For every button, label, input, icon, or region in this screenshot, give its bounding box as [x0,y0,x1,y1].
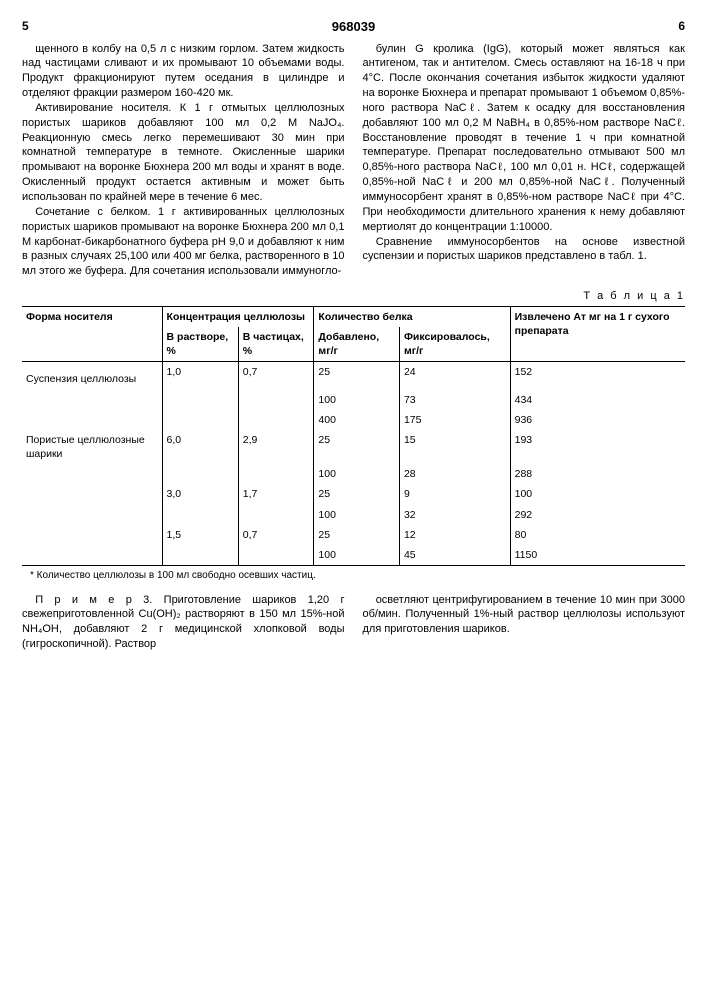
table-cell: 292 [510,505,685,525]
table-cell: 15 [399,430,510,464]
table-cell: 100 [314,545,400,566]
main-text-columns: щенного в колбу на 0,5 л с низким горлом… [22,42,685,280]
table-cell [22,410,162,430]
bottom-text: П р и м е р 3. Приготовление шариков 1,2… [22,593,685,652]
table-cell: 1,0 [162,362,238,390]
table-cell: 434 [510,390,685,410]
table-cell [22,464,162,484]
table-cell: 12 [399,525,510,545]
table-cell: Суспензия целлюлозы [22,362,162,390]
table-cell [162,505,238,525]
table-cell: 80 [510,525,685,545]
th-sol: В растворе, % [162,327,238,362]
table-cell: 288 [510,464,685,484]
table-body: Суспензия целлюлозы1,00,7252415210073434… [22,362,685,566]
table-cell: 25 [314,430,400,464]
table-cell: 73 [399,390,510,410]
para: Сочетание с белком. 1 г активированных ц… [22,205,345,279]
table-cell: 400 [314,410,400,430]
table-cell: 25 [314,525,400,545]
th-extracted: Извлечено Ат мг на 1 г сухого препарата [510,306,685,362]
para: П р и м е р 3. Приготовление шариков 1,2… [22,593,345,652]
table-cell: 2,9 [238,430,314,464]
table-cell: 100 [314,464,400,484]
th-added: Добавлено, мг/г [314,327,400,362]
para: булин G кролика (IgG), который может явл… [363,42,686,235]
page-num-left: 5 [22,18,29,36]
table-cell [162,390,238,410]
comparison-table: Форма носителя Концентрация целлюлозы Ко… [22,306,685,566]
th-conc: Концентрация целлюлозы [162,306,314,327]
table-cell [22,484,162,504]
table-cell: 28 [399,464,510,484]
table-cell [238,390,314,410]
page-num-right: 6 [678,18,685,36]
th-fixed: Фиксировалось, мг/г [399,327,510,362]
para: осветляют центрифугированием в течение 1… [363,593,686,638]
table-cell: 6,0 [162,430,238,464]
table-cell [22,505,162,525]
table-caption: Т а б л и ц а 1 [22,289,685,304]
table-cell [162,545,238,566]
table-cell: 24 [399,362,510,390]
table-cell: 45 [399,545,510,566]
table-footnote: * Количество целлюлозы в 100 мл свободно… [30,569,685,583]
table-cell [238,464,314,484]
table-cell: 193 [510,430,685,464]
table-cell [238,410,314,430]
table-cell: Пористые целлюлозные шарики [22,430,162,464]
para: щенного в колбу на 0,5 л с низким горлом… [22,42,345,101]
table-cell: 9 [399,484,510,504]
th-carrier: Форма носителя [22,306,162,362]
table-cell: 100 [314,505,400,525]
table-cell: 3,0 [162,484,238,504]
table-cell: 0,7 [238,525,314,545]
table-cell: 25 [314,362,400,390]
table-cell [238,545,314,566]
table-cell: 1,5 [162,525,238,545]
patent-number: 968039 [29,18,679,36]
table-cell: 0,7 [238,362,314,390]
table-cell: 1150 [510,545,685,566]
table-cell: 152 [510,362,685,390]
para: Активирование носителя. К 1 г отмытых це… [22,101,345,205]
table-cell: 175 [399,410,510,430]
table-cell [162,464,238,484]
table-cell: 100 [314,390,400,410]
table-cell [238,505,314,525]
table-cell: 936 [510,410,685,430]
table-cell [22,545,162,566]
th-protein: Количество белка [314,306,510,327]
page-header: 5 968039 6 [22,18,685,36]
th-part: В частицах, % [238,327,314,362]
table-cell [22,390,162,410]
para: Сравнение иммуносорбентов на основе изве… [363,235,686,265]
table-cell [22,525,162,545]
table-cell: 1,7 [238,484,314,504]
table-cell: 100 [510,484,685,504]
table-cell [162,410,238,430]
table-cell: 25 [314,484,400,504]
table-cell: 32 [399,505,510,525]
